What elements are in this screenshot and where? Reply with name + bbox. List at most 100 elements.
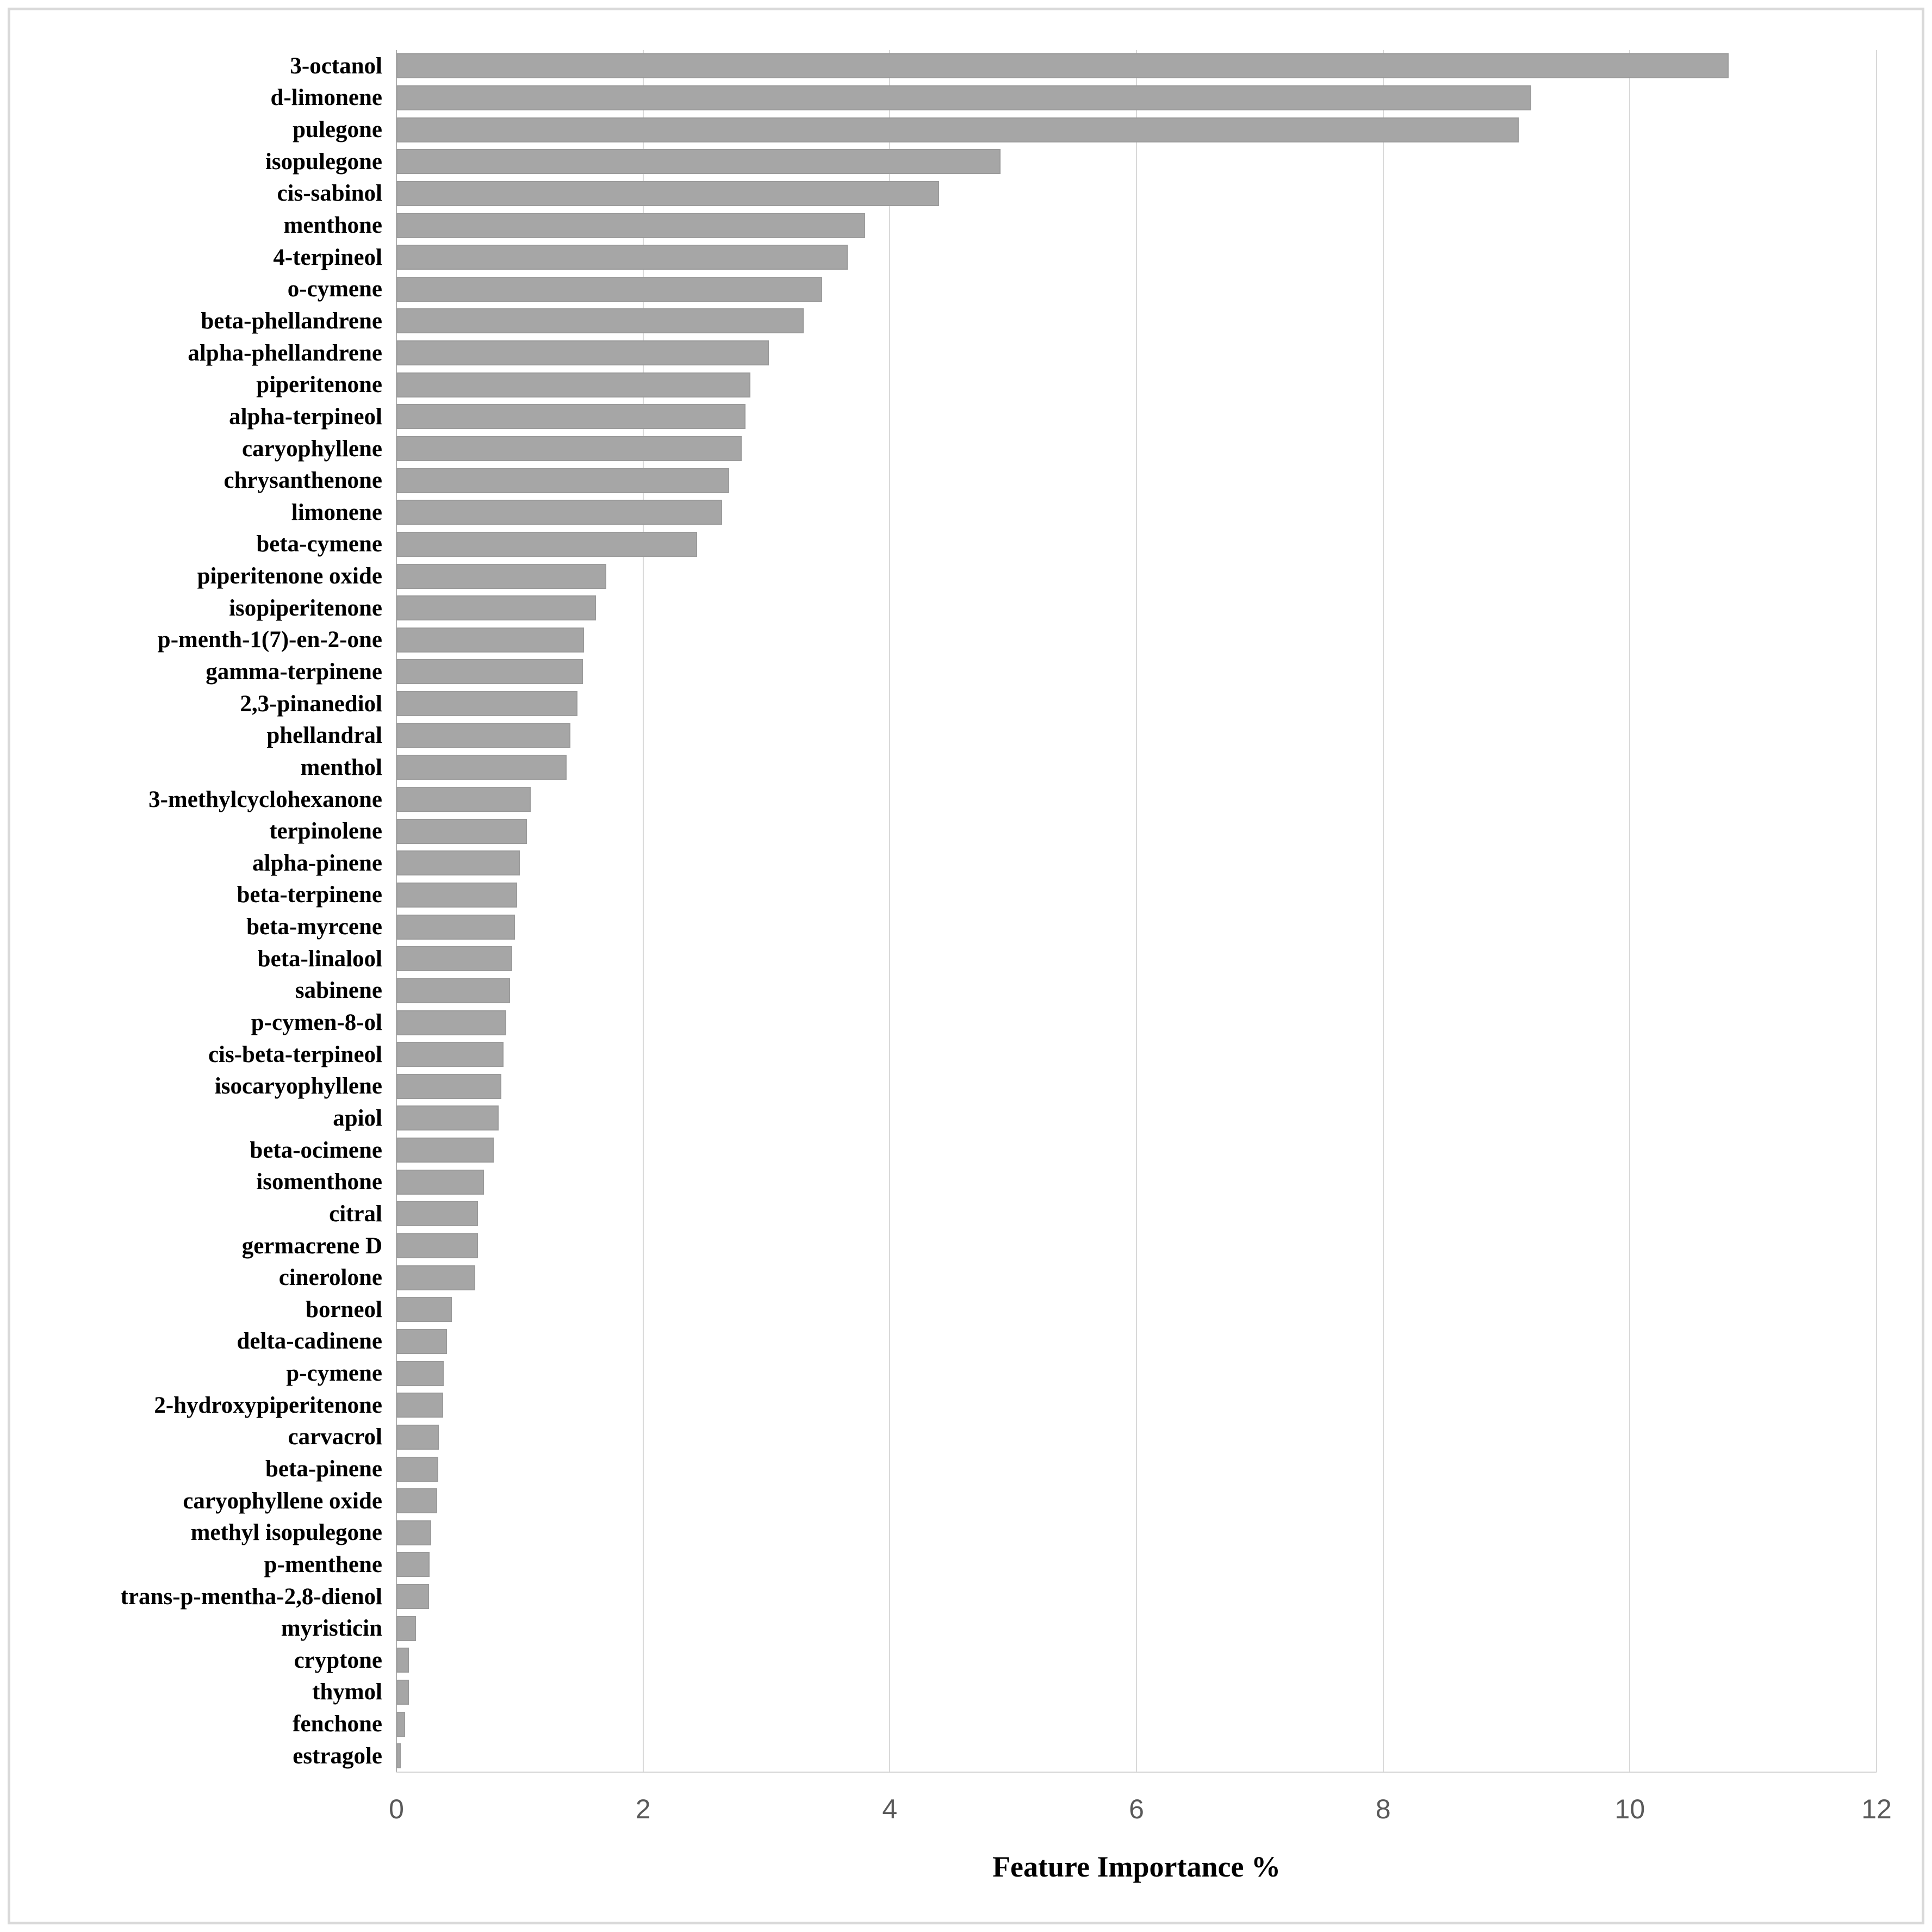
- bar: [396, 1010, 506, 1035]
- category-label: menthol: [300, 754, 383, 780]
- bar-track: [396, 1326, 1877, 1358]
- bar-track: [396, 1166, 1877, 1198]
- bar-row: o-cymene: [0, 273, 1932, 305]
- category-label: p-menthene: [264, 1551, 382, 1577]
- bar-track: [396, 1485, 1877, 1517]
- bar-track: [396, 1102, 1877, 1134]
- bar-track: [396, 751, 1877, 784]
- bar-track: [396, 815, 1877, 847]
- bar-row: caryophyllene oxide: [0, 1485, 1932, 1517]
- bar-track: [396, 178, 1877, 210]
- bar-row: menthol: [0, 751, 1932, 784]
- bar-row: piperitenone oxide: [0, 560, 1932, 592]
- category-label: 2,3-pinanediol: [240, 691, 382, 717]
- bar: [396, 563, 606, 589]
- x-tick-label: 2: [635, 1794, 651, 1824]
- bar: [396, 1169, 484, 1195]
- plot-area: [396, 50, 1877, 1773]
- bar: [396, 1552, 430, 1577]
- bar-track: [396, 209, 1877, 241]
- bar: [396, 1393, 444, 1418]
- bar-row: menthone: [0, 209, 1932, 241]
- bar: [396, 787, 531, 812]
- bar-row: caryophyllene: [0, 433, 1932, 465]
- category-label: isopiperitenone: [229, 595, 382, 621]
- bar-row: limonene: [0, 496, 1932, 529]
- bar-track: [396, 1230, 1877, 1262]
- category-label: alpha-terpineol: [229, 403, 382, 430]
- bar: [396, 1201, 478, 1227]
- category-label: alpha-pinene: [252, 850, 382, 876]
- category-label: pulegone: [293, 117, 382, 143]
- bar: [396, 500, 722, 525]
- x-tick-label: 12: [1861, 1794, 1892, 1824]
- bar-track: [396, 529, 1877, 561]
- bar-track: [396, 1453, 1877, 1485]
- x-tick-label: 8: [1375, 1794, 1391, 1824]
- bar-track: [396, 146, 1877, 178]
- bar-track: [396, 1198, 1877, 1230]
- bar-track: [396, 1071, 1877, 1103]
- bar: [396, 882, 518, 908]
- bar: [396, 245, 848, 270]
- bar-row: isopulegone: [0, 146, 1932, 178]
- bar-row: carvacrol: [0, 1421, 1932, 1453]
- category-label: caryophyllene: [242, 436, 382, 462]
- bar-track: [396, 1740, 1877, 1772]
- bar-track: [396, 1581, 1877, 1613]
- category-label: alpha-phellandrene: [188, 340, 382, 366]
- bar-track: [396, 1676, 1877, 1709]
- bar-track: [396, 82, 1877, 114]
- bar-row: p-menthene: [0, 1549, 1932, 1581]
- bar: [396, 1424, 439, 1450]
- x-tick-label: 0: [389, 1794, 404, 1824]
- category-label: sabinene: [295, 978, 382, 1004]
- bar-row: beta-phellandrene: [0, 305, 1932, 337]
- category-label: cis-sabinol: [277, 181, 382, 207]
- bar: [396, 659, 583, 685]
- bar-row: trans-p-mentha-2,8-dienol: [0, 1581, 1932, 1613]
- bar-row: alpha-terpineol: [0, 401, 1932, 433]
- category-label: 2-hydroxypiperitenone: [154, 1392, 382, 1418]
- bar-row: methyl isopulegone: [0, 1517, 1932, 1549]
- bar-row: chrysanthenone: [0, 464, 1932, 496]
- bar: [396, 404, 746, 430]
- bar: [396, 1711, 405, 1737]
- bar: [396, 1679, 409, 1705]
- bar: [396, 723, 570, 748]
- x-axis-line: [396, 1772, 1877, 1773]
- bar: [396, 308, 804, 334]
- bar: [396, 436, 742, 461]
- bar-track: [396, 114, 1877, 146]
- category-label: beta-ocimene: [250, 1137, 382, 1163]
- category-label: thymol: [312, 1679, 382, 1705]
- bar-row: 3-methylcyclohexanone: [0, 784, 1932, 816]
- bar-track: [396, 879, 1877, 911]
- bar-track: [396, 1294, 1877, 1326]
- bar-track: [396, 847, 1877, 879]
- bar-row: sabinene: [0, 975, 1932, 1007]
- bar: [396, 1265, 476, 1290]
- bar: [396, 1297, 452, 1322]
- bar-row: beta-cymene: [0, 529, 1932, 561]
- bar: [396, 53, 1729, 79]
- x-axis-ticks: 0 2 4 6 8 10 12: [389, 1793, 1892, 1831]
- category-label: carvacrol: [288, 1424, 382, 1450]
- bar-row: myristicin: [0, 1612, 1932, 1644]
- category-label: caryophyllene oxide: [183, 1488, 382, 1514]
- bar-track: [396, 369, 1877, 401]
- bar: [396, 149, 1001, 175]
- bar-track: [396, 273, 1877, 305]
- category-label: fenchone: [293, 1711, 382, 1737]
- bar: [396, 755, 567, 780]
- bar: [396, 468, 730, 493]
- bar: [396, 914, 515, 940]
- bar: [396, 213, 865, 238]
- category-label: beta-pinene: [265, 1456, 382, 1482]
- bar-row: beta-pinene: [0, 1453, 1932, 1485]
- bar-track: [396, 719, 1877, 751]
- category-label: 3-methylcyclohexanone: [148, 786, 382, 812]
- bar-row: p-cymene: [0, 1357, 1932, 1389]
- bar: [396, 691, 578, 717]
- bar-row: fenchone: [0, 1708, 1932, 1740]
